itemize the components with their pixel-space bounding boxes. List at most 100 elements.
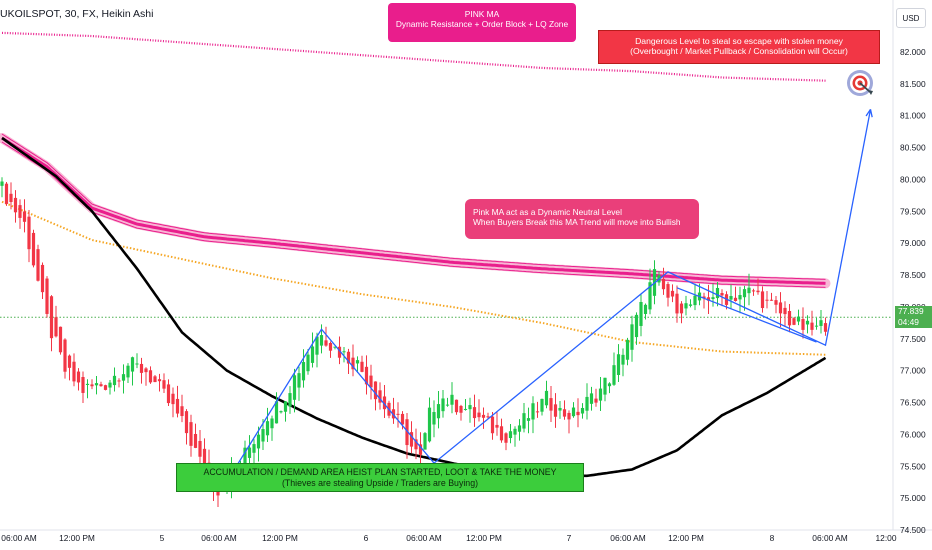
y-tick-label: 80.500: [900, 143, 926, 153]
y-tick-label: 82.000: [900, 47, 926, 57]
candle-body: [351, 357, 355, 370]
candle-body: [643, 304, 648, 314]
x-tick-label: 06:00 AM: [406, 533, 441, 543]
candle-body: [58, 326, 63, 353]
candle-body: [171, 393, 175, 405]
candle-body: [9, 193, 13, 203]
candle-body: [558, 407, 562, 411]
candle-body: [324, 340, 328, 346]
candle-body: [504, 433, 508, 443]
candle-body: [549, 398, 553, 411]
candle-body: [472, 407, 477, 419]
candle-body: [283, 401, 288, 412]
candle-body: [544, 390, 549, 406]
neutral-callout-line-1: Pink MA act as a Dynamic Neutral Level: [473, 207, 622, 217]
candle-body: [661, 278, 666, 290]
danger-callout-line-2: (Overbought / Market Pullback / Consolid…: [630, 46, 848, 57]
y-tick-label: 79.000: [900, 238, 926, 248]
candle-body: [117, 380, 121, 382]
candle-body: [360, 361, 364, 372]
candle-body: [54, 317, 58, 337]
candle-body: [243, 447, 247, 469]
candle-body: [450, 394, 454, 405]
candle-body: [270, 418, 274, 429]
candle-body: [508, 431, 513, 439]
candle-body: [13, 197, 18, 213]
candle-body: [333, 346, 337, 348]
candle-body: [459, 405, 463, 413]
candle-body: [292, 375, 297, 400]
candle-body: [153, 376, 157, 383]
candle-body: [526, 418, 531, 421]
x-tick-label: 12:00 PM: [668, 533, 704, 543]
danger-callout-line-1: Dangerous Level to steal so escape with …: [635, 36, 843, 46]
candle-body: [513, 428, 517, 435]
y-tick-label: 79.500: [900, 206, 926, 216]
projection-arrow-head: [865, 108, 873, 118]
candle-body: [400, 413, 405, 425]
accumulation-callout-line-2: (Thieves are stealing Upside / Traders a…: [281, 477, 479, 488]
candle-body: [733, 297, 738, 302]
candle-body: [760, 291, 765, 309]
candle-body: [693, 295, 697, 306]
candle-body: [571, 407, 576, 417]
candle-body: [715, 287, 720, 299]
candle-body: [193, 433, 198, 448]
candle-body: [630, 324, 634, 350]
candle-body: [783, 307, 787, 315]
accumulation-callout-line-1: ACCUMULATION / DEMAND AREA HEIST PLAN ST…: [203, 467, 557, 477]
candle-body: [814, 325, 819, 327]
pink-ma-callout-line-1: PINK MA: [464, 9, 500, 19]
candle-body: [729, 296, 733, 300]
candle-body: [675, 293, 679, 314]
target-bullseye-icon: [847, 70, 873, 96]
candle-body: [747, 287, 751, 294]
candle-body: [468, 405, 472, 410]
candle-body: [364, 366, 369, 385]
x-tick-label: 12:00 PM: [262, 533, 298, 543]
candle-body: [540, 398, 544, 412]
y-tick-label: 75.500: [900, 461, 926, 471]
candle-body: [432, 412, 436, 425]
candle-body: [184, 411, 189, 434]
x-tick-label: 06:00 AM: [812, 533, 847, 543]
candle-body: [801, 319, 805, 330]
candle-body: [688, 304, 693, 306]
candle-body: [94, 383, 99, 386]
candle-body: [261, 429, 265, 442]
candle-body: [679, 303, 684, 314]
candle-body: [522, 413, 526, 429]
candle-body: [787, 311, 792, 326]
candle-body: [576, 411, 580, 416]
candle-body: [274, 401, 279, 424]
candle-body: [436, 404, 441, 419]
pink-ma-lower-edge: [1, 141, 826, 288]
candle-body: [63, 339, 67, 372]
candle-body: [589, 393, 594, 404]
candle-body: [373, 381, 378, 400]
pink-ma-callout-line-2: Dynamic Resistance + Order Block + LQ Zo…: [395, 19, 569, 30]
candle-body: [490, 416, 495, 434]
candle-body: [0, 181, 4, 186]
candle-body: [751, 290, 756, 292]
candle-body: [477, 412, 481, 418]
candle-body: [738, 295, 742, 300]
candle-body: [337, 346, 342, 358]
candle-body: [252, 444, 256, 453]
orange-dotted-ma: [1, 200, 826, 356]
blue-projection-path: [221, 109, 872, 489]
currency-button[interactable]: USD: [896, 8, 926, 28]
candle-body: [22, 211, 27, 222]
candle-body: [108, 382, 112, 388]
symbol-title[interactable]: UKOILSPOT, 30, FX, Heikin Ashi: [0, 8, 154, 20]
candle-body: [567, 412, 571, 420]
candle-body: [31, 232, 36, 266]
current-price-tag: 77.839 04:49: [895, 306, 932, 329]
candle-body: [99, 384, 103, 387]
candle-body: [423, 433, 427, 450]
pink-ma-callout: PINK MA Dynamic Resistance + Order Block…: [388, 3, 576, 42]
candle-body: [319, 335, 324, 346]
candle-body: [391, 409, 396, 419]
candle-body: [166, 384, 171, 404]
